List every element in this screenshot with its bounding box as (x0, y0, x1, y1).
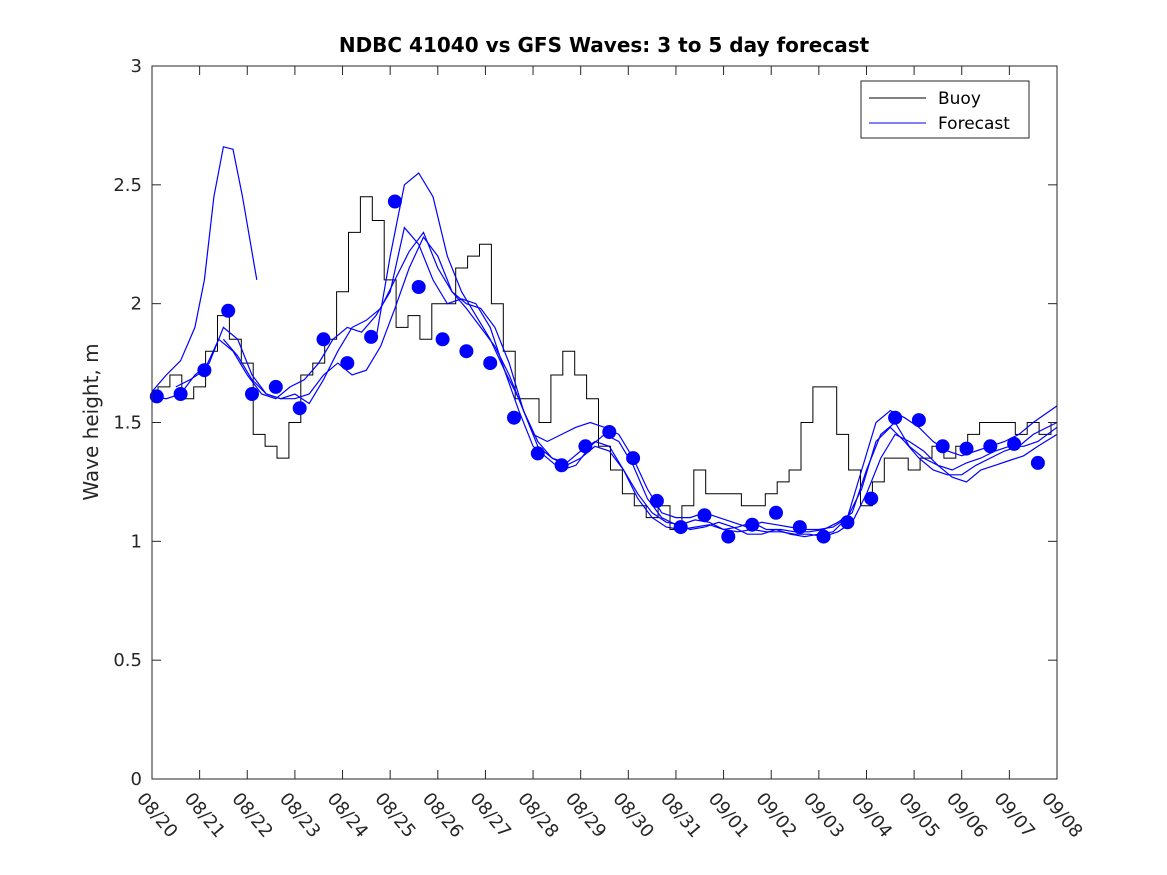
forecast-marker (983, 439, 998, 454)
forecast-marker (221, 303, 236, 318)
y-tick-label: 2.5 (113, 175, 142, 196)
y-axis-label: Wave height, m (79, 343, 103, 500)
forecast-series-line-0 (151, 146, 258, 392)
forecast-marker (197, 363, 212, 378)
forecast-marker (1007, 436, 1022, 451)
forecast-series-line-4 (375, 172, 1058, 531)
forecast-marker (602, 425, 617, 439)
forecast-marker (816, 529, 831, 544)
legend-forecast-label: Forecast (938, 114, 1010, 134)
forecast-marker (459, 344, 474, 359)
forecast-marker (935, 439, 950, 454)
forecast-marker (745, 517, 760, 532)
y-tick-label: 2 (131, 294, 142, 315)
forecast-marker (268, 379, 283, 394)
plot-area (152, 66, 1057, 779)
forecast-marker (364, 329, 379, 344)
forecast-marker (1030, 455, 1045, 470)
forecast-series-line-3 (222, 235, 1058, 538)
y-tick-label: 1.5 (113, 413, 142, 434)
y-tick-label: 0 (131, 769, 142, 790)
y-axis-ticks: 0 0.5 1 1.5 2 2.5 3 (113, 56, 1057, 790)
legend-box (860, 80, 1030, 139)
forecast-marker (888, 410, 903, 425)
forecast-marker (959, 441, 974, 456)
forecast-marker (697, 508, 712, 523)
forecast-marker (387, 194, 402, 209)
forecast-marker (483, 356, 498, 371)
forecast-marker (507, 410, 521, 425)
forecast-marker (530, 446, 545, 461)
forecast-marker (149, 389, 164, 404)
forecast-marker (840, 515, 855, 530)
forecast-marker (411, 280, 426, 294)
chart-title: NDBC 41040 vs GFS Waves: 3 to 5 day fore… (339, 33, 870, 57)
forecast-marker (649, 493, 664, 508)
y-tick-label: 3 (131, 56, 142, 77)
forecast-marker (721, 529, 736, 544)
forecast-marker (864, 491, 879, 506)
forecast-marker (435, 332, 450, 347)
forecast-marker (769, 505, 783, 520)
forecast-series-line-1 (151, 231, 1058, 533)
y-tick-label: 1 (131, 531, 142, 552)
forecast-marker (316, 332, 331, 347)
forecast-marker (911, 413, 926, 428)
forecast-marker (340, 356, 355, 371)
buoy-series-line (152, 196, 1057, 530)
forecast-marker (173, 387, 188, 401)
forecast-marker (792, 520, 807, 535)
y-tick-label: 0.5 (113, 650, 142, 671)
forecast-marker (626, 451, 641, 466)
legend-buoy-label: Buoy (938, 89, 981, 109)
forecast-marker (245, 387, 259, 401)
forecast-marker (578, 439, 593, 454)
series-layer (151, 146, 1058, 538)
forecast-marker (673, 520, 688, 535)
forecast-marker (554, 458, 569, 473)
marker-layer (149, 194, 1045, 544)
legend: Buoy Forecast (860, 80, 1030, 139)
forecast-marker (292, 401, 307, 416)
